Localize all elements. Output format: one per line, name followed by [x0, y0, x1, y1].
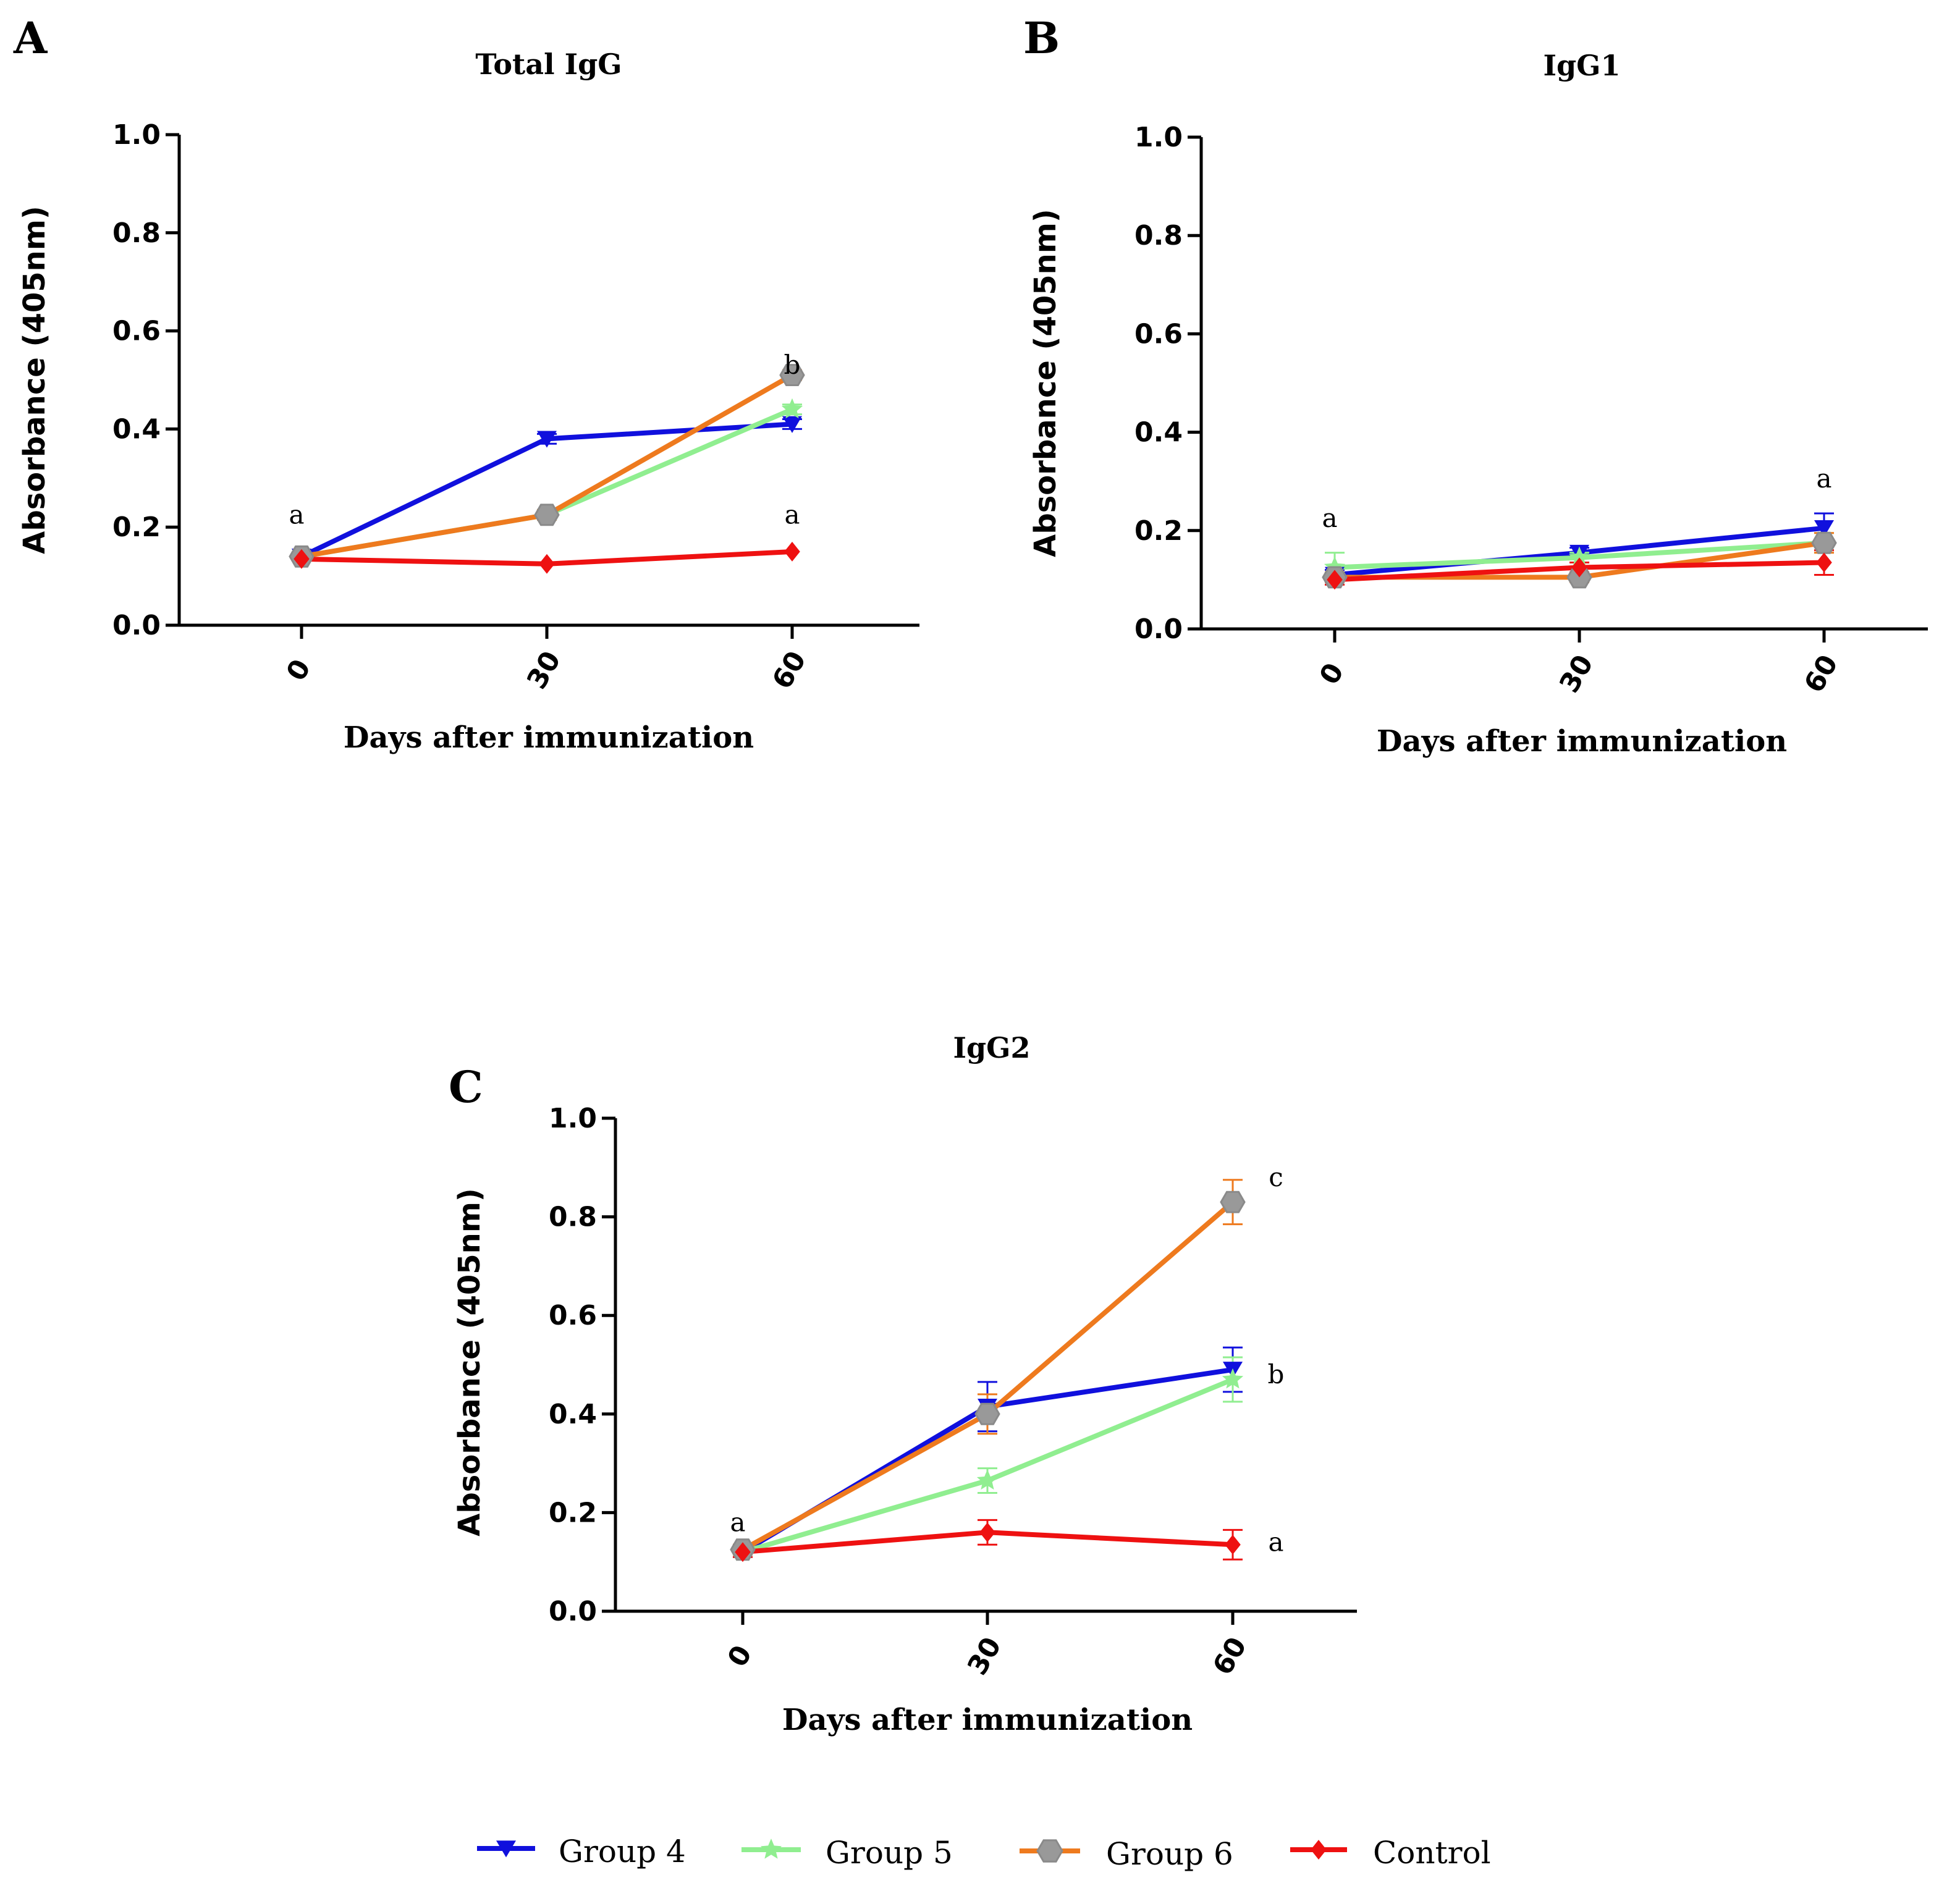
panel-a-y-axis-label: Absorbance (405nm) [17, 206, 52, 554]
panel-b-y-tick-label: 0.2 [1134, 515, 1183, 547]
panel-b-annotation-a: a [1322, 503, 1337, 533]
panel-a-chart: A Total IgG Days after immunization Abso… [13, 12, 919, 755]
panel-a-y-tick-label: 0.4 [112, 413, 161, 445]
panel-c-x-tick-label: 60 [1207, 1632, 1253, 1680]
panel-c-group-6-line [741, 1200, 1235, 1552]
panel-c-group-6-point [974, 1402, 1000, 1425]
panel-b-y-tick-label: 0.8 [1134, 220, 1183, 251]
panel-a-y-tick-label: 0.2 [112, 512, 161, 543]
panel-c-group-5-point [976, 1469, 999, 1490]
panel-a-control-point [784, 541, 800, 562]
panel-b-x-axis-label: Days after immunization [1377, 724, 1787, 759]
panel-b-y-tick-label: 0.6 [1134, 318, 1183, 350]
panel-b-group-6-point [1811, 531, 1837, 554]
panel-b-annotation-a: a [1816, 463, 1831, 494]
panel-c-annotation-a: a [730, 1507, 745, 1537]
legend-label-group-5: Group 5 [826, 1835, 953, 1871]
panel-a-title: Total IgG [475, 48, 622, 81]
panel-c-annotation-c: c [1269, 1162, 1283, 1192]
panel-a-y-tick-label: 0.8 [112, 217, 161, 249]
panel-c-control-point [735, 1542, 751, 1562]
panel-a-y-tick-label: 0.6 [112, 316, 161, 347]
panel-letter-c: C [449, 1061, 483, 1113]
panel-c-annotation-b: b [1268, 1359, 1285, 1389]
panel-a-x-tick-label: 0 [281, 654, 317, 686]
panel-b-chart: B IgG1 Days after immunization Absorbanc… [1023, 12, 1928, 759]
panel-b-y-tick-label: 0.0 [1134, 613, 1183, 645]
panel-c-x-tick-label: 0 [722, 1640, 758, 1672]
panel-b-x-tick-label: 30 [1553, 649, 1600, 698]
legend-marker-control [1311, 1840, 1327, 1860]
legend-marker-group-4 [496, 1840, 516, 1858]
panel-a-group-6-point [779, 364, 805, 386]
legend-label-group-6: Group 6 [1106, 1836, 1233, 1872]
panel-c-y-tick-label: 0.0 [549, 1596, 597, 1627]
legend-swatch-control [1290, 1840, 1347, 1860]
panel-letter-a: A [13, 12, 48, 64]
legend-swatch-group-6 [1020, 1839, 1080, 1863]
panel-b-title: IgG1 [1544, 49, 1621, 82]
panel-c-group-6-point [1220, 1191, 1246, 1213]
panel-a-y-tick-label: 0.0 [112, 610, 161, 641]
panel-a-control-point [294, 549, 310, 569]
legend-marker-group-5 [760, 1839, 782, 1859]
legend-swatch-group-5 [741, 1839, 801, 1859]
panel-letter-b: B [1023, 12, 1060, 64]
panel-b-group-5-point [1568, 546, 1590, 567]
panel-b-x-tick-label: 0 [1314, 658, 1350, 690]
panel-c-y-tick-label: 0.8 [549, 1202, 597, 1233]
panel-a-annotation-a: a [784, 499, 800, 529]
panel-c-control-point [1225, 1535, 1241, 1555]
legend: Group 4 Group 5 Group 6 Control [477, 1834, 1491, 1872]
legend-item-control: Control [1290, 1835, 1491, 1871]
panel-a-group-6-point [534, 504, 560, 526]
panel-a-group-4-point [537, 431, 557, 448]
panel-c-group-5-point [1222, 1368, 1244, 1389]
panel-b-plot-area: 0.0 0.2 0.4 0.6 0.8 1.0 0 30 60 a a [1134, 122, 1928, 698]
legend-item-group-6: Group 6 [1020, 1836, 1233, 1872]
panel-a-y-tick-label: 1.0 [112, 119, 161, 151]
panel-c-y-tick-label: 0.4 [549, 1399, 597, 1430]
panel-b-control-point [1816, 552, 1832, 573]
panel-a-control-point [539, 554, 555, 574]
panel-a-annotation-b: b [784, 350, 801, 380]
panel-a-group-4-point [782, 416, 802, 433]
panel-a-x-tick-label: 30 [521, 646, 567, 694]
panel-c-x-tick-label: 30 [961, 1632, 1008, 1680]
panel-c-y-tick-label: 0.6 [549, 1300, 597, 1331]
panel-c-y-tick-label: 1.0 [549, 1103, 597, 1134]
legend-swatch-group-4 [477, 1840, 535, 1858]
panel-b-control-point [1327, 570, 1343, 590]
panel-a-plot-area: 0.0 0.2 0.4 0.6 0.8 1.0 0 30 60 a a b [112, 119, 919, 694]
panel-a-group-6-line [301, 373, 793, 559]
panel-c-y-tick-label: 0.2 [549, 1497, 597, 1528]
panel-b-y-tick-label: 1.0 [1134, 122, 1183, 153]
panel-c-y-axis-label: Absorbance (405nm) [452, 1188, 487, 1536]
panel-a-x-tick-label: 60 [766, 646, 813, 694]
panel-b-control-point [1571, 557, 1587, 578]
panel-c-title: IgG2 [953, 1031, 1031, 1064]
legend-label-group-4: Group 4 [559, 1834, 686, 1869]
panel-b-x-tick-label: 60 [1798, 649, 1844, 698]
panel-c-chart: C IgG2 Days after immunization Absorbanc… [449, 1031, 1357, 1737]
panel-c-control-point [979, 1522, 995, 1543]
panel-a-group-5-point [781, 398, 803, 419]
panel-c-x-axis-label: Days after immunization [782, 1703, 1193, 1737]
legend-item-group-4: Group 4 [477, 1834, 686, 1869]
legend-item-group-5: Group 5 [741, 1835, 953, 1871]
panel-b-y-axis-label: Absorbance (405nm) [1028, 209, 1063, 557]
panel-c-annotation-a: a [1268, 1527, 1283, 1557]
panel-c-plot-area: 0.0 0.2 0.4 0.6 0.8 1.0 0 30 60 a c b a [549, 1103, 1357, 1680]
legend-label-control: Control [1373, 1835, 1491, 1871]
panel-a-annotation-a: a [289, 499, 304, 529]
panel-a-x-axis-label: Days after immunization [344, 720, 754, 755]
panel-b-y-tick-label: 0.4 [1134, 417, 1183, 449]
panel-b-group-4-point [1814, 520, 1834, 537]
legend-marker-group-6 [1036, 1839, 1063, 1863]
